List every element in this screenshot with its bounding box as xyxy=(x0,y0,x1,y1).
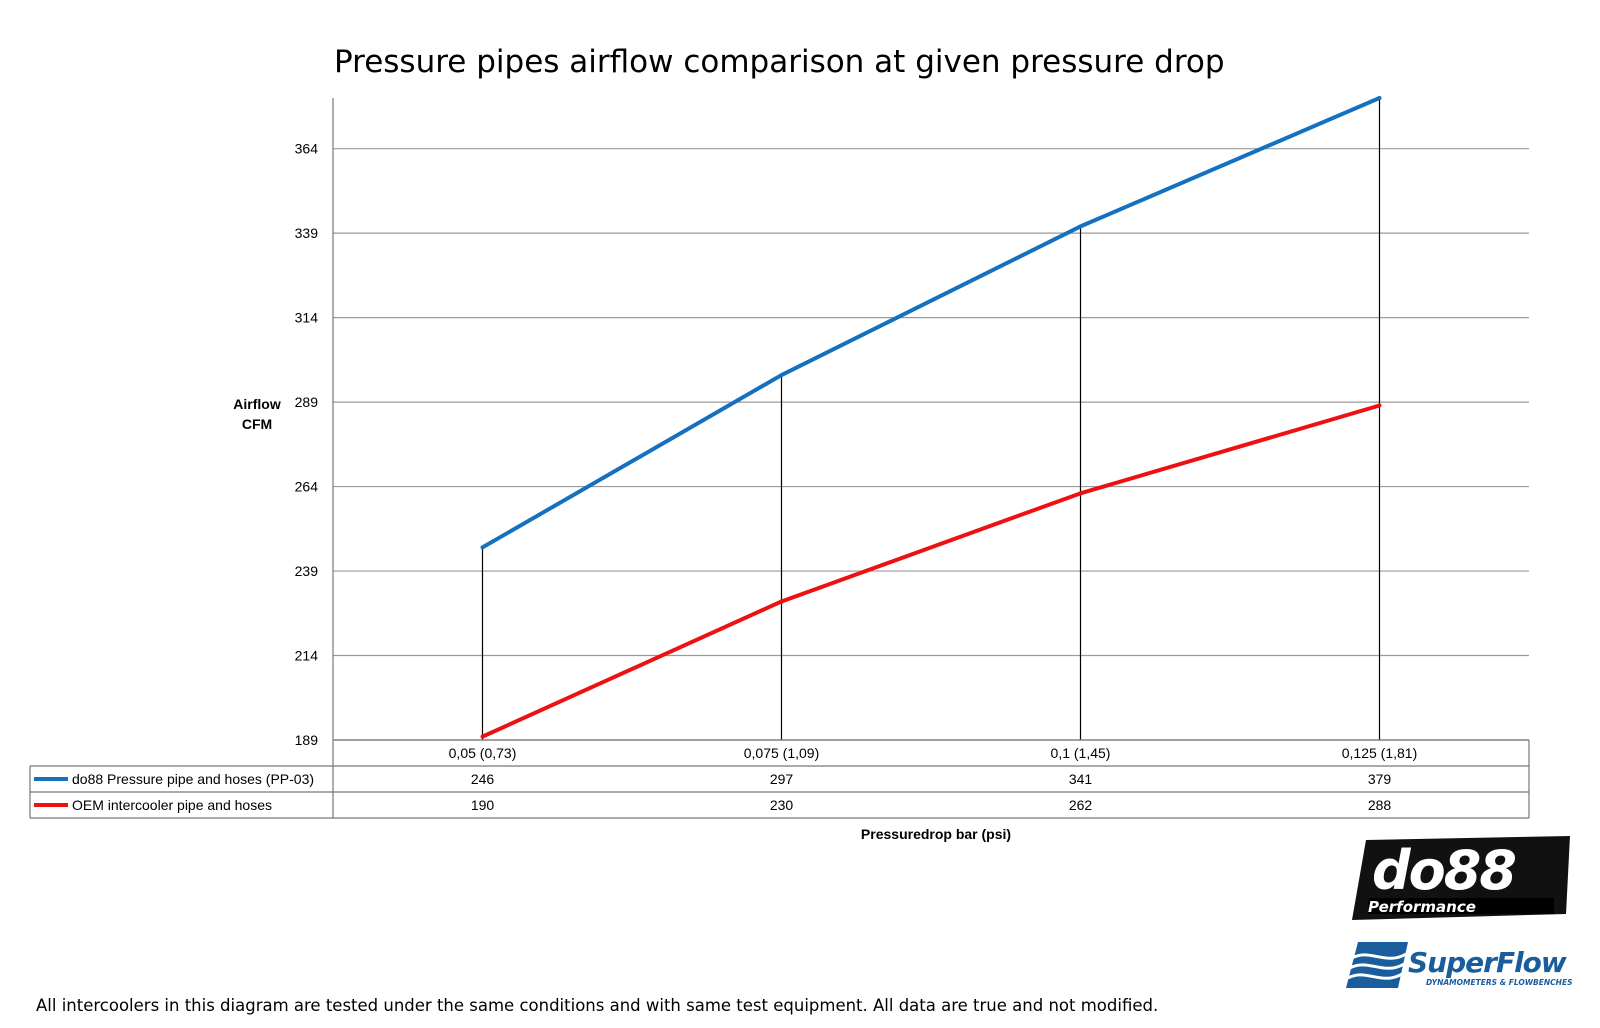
data-table-value: 230 xyxy=(770,797,794,813)
superflow-logo xyxy=(1346,942,1408,988)
x-axis-title: Pressuredrop bar (psi) xyxy=(861,826,1011,842)
data-table-value: 246 xyxy=(471,771,495,787)
series-line-2 xyxy=(481,403,1381,739)
data-table-value: 379 xyxy=(1368,771,1392,787)
series-line-1 xyxy=(481,96,1381,550)
data-point xyxy=(1078,491,1083,496)
data-point xyxy=(1377,403,1382,408)
footnote: All intercoolers in this diagram are tes… xyxy=(36,996,1159,1015)
do88-logo-subtext: Performance xyxy=(1368,898,1476,916)
superflow-logo-subtext: DYNAMOMETERS & FLOWBENCHES xyxy=(1426,978,1573,987)
do88-logo xyxy=(1352,836,1570,920)
y-axis-title-line2: CFM xyxy=(242,416,272,432)
data-point xyxy=(1377,96,1382,100)
data-table-value: 190 xyxy=(471,797,495,813)
y-tick-label: 339 xyxy=(295,225,319,241)
y-tick-label: 264 xyxy=(295,479,319,495)
drop-lines xyxy=(481,98,1381,740)
x-tick-label: 0,125 (1,81) xyxy=(1342,745,1418,761)
x-tick-label: 0,1 (1,45) xyxy=(1051,745,1111,761)
data-table-value: 341 xyxy=(1069,771,1093,787)
grid-lines xyxy=(332,98,1529,741)
y-axis-ticks: 189 214 239 264 289 314 339 364 xyxy=(295,141,319,748)
series-lines xyxy=(480,96,1382,739)
chart-title: Pressure pipes airflow comparison at giv… xyxy=(334,44,1225,80)
data-table-value: 288 xyxy=(1368,797,1392,813)
y-tick-label: 364 xyxy=(295,141,319,157)
data-table-value: 297 xyxy=(770,771,794,787)
legend-label-1: do88 Pressure pipe and hoses (PP-03) xyxy=(72,771,314,787)
data-point xyxy=(480,545,485,550)
x-tick-label: 0,05 (0,73) xyxy=(449,745,517,761)
data-table: 0,05 (0,73) 0,075 (1,09) 0,1 (1,45) 0,125 (… xyxy=(29,739,1530,819)
data-point xyxy=(1078,224,1083,229)
x-tick-label: 0,075 (1,09) xyxy=(744,745,820,761)
superflow-logo-text: SuperFlow xyxy=(1408,946,1567,979)
data-table-value: 262 xyxy=(1069,797,1093,813)
y-tick-label: 214 xyxy=(295,648,319,664)
legend-label-2: OEM intercooler pipe and hoses xyxy=(72,797,272,813)
y-tick-label: 314 xyxy=(295,310,319,326)
y-tick-label: 239 xyxy=(295,563,319,579)
y-axis-title-line1: Airflow xyxy=(233,396,281,412)
do88-logo-text: do88 xyxy=(1372,839,1517,902)
data-point xyxy=(480,734,485,739)
data-point xyxy=(779,599,784,604)
data-point xyxy=(779,373,784,378)
y-tick-label: 189 xyxy=(295,732,319,748)
y-tick-label: 289 xyxy=(295,394,319,410)
